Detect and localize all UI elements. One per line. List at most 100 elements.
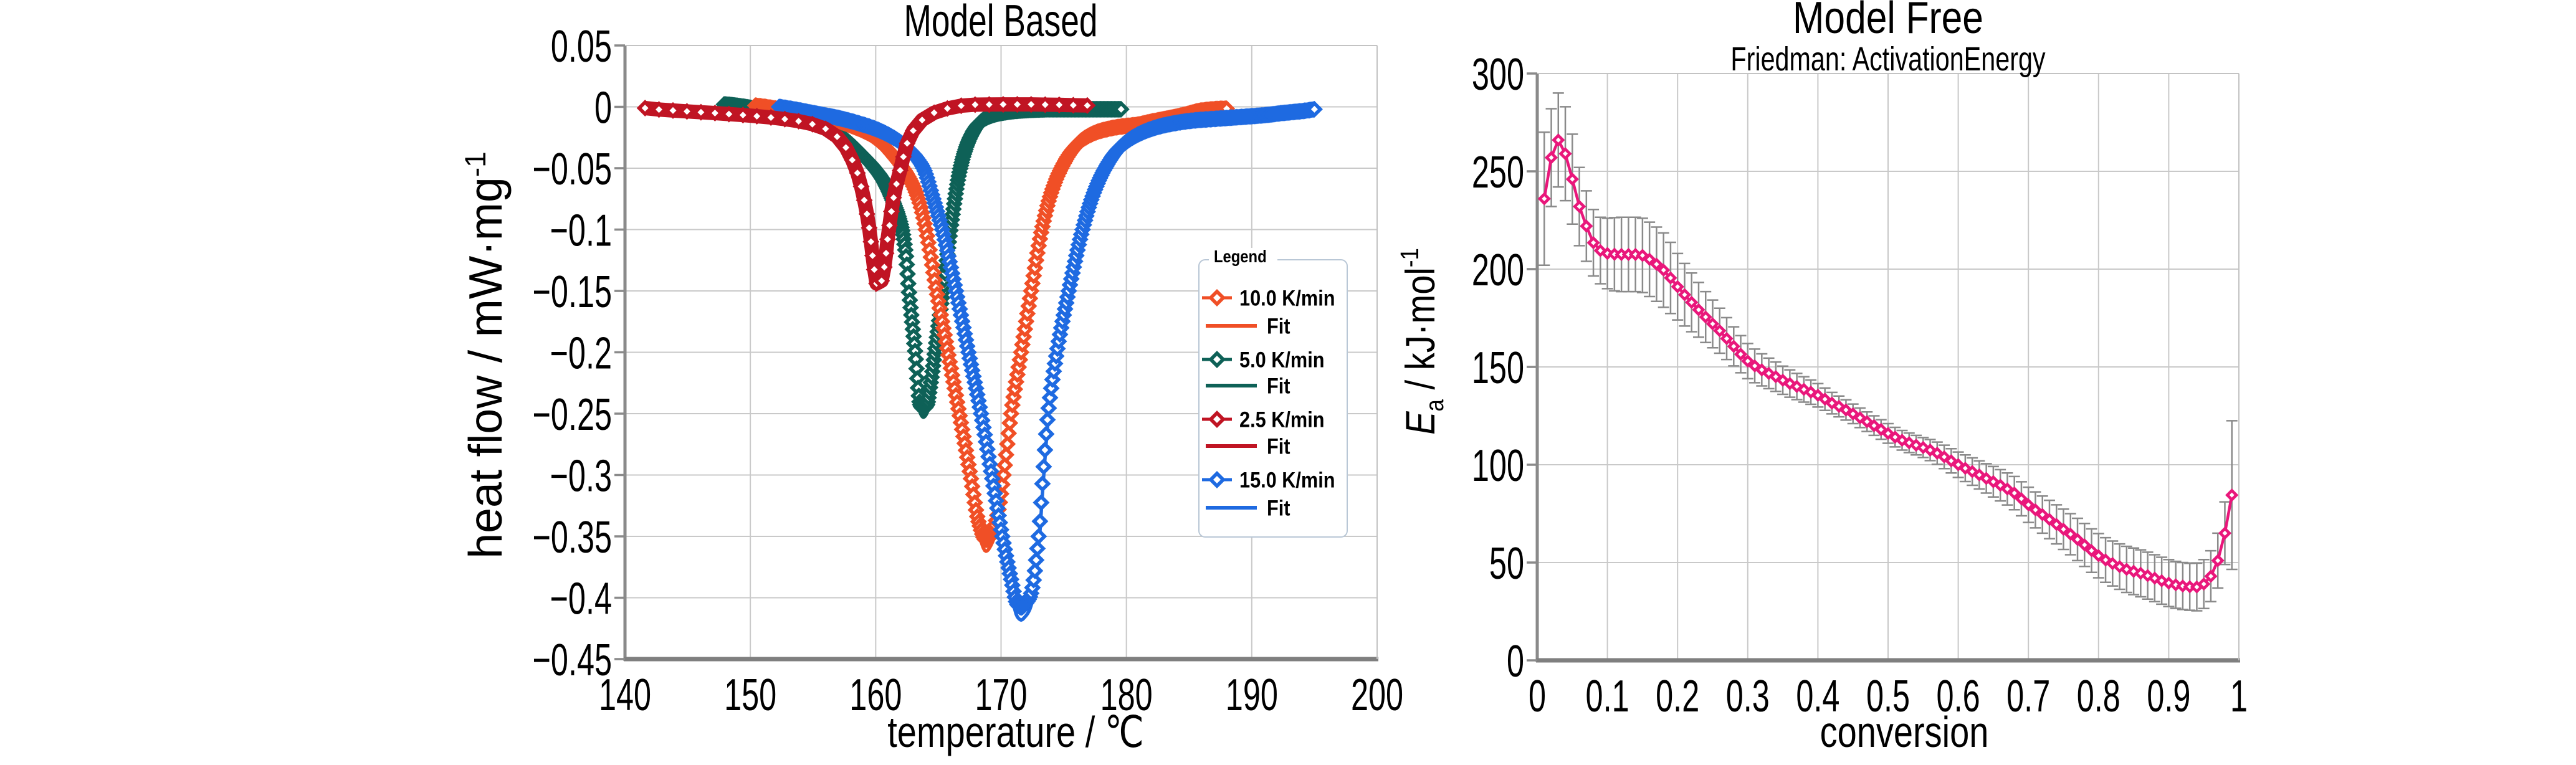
model-based-y-tick-label: −0.2 [550,329,613,379]
model-based-x-tick-labels: 140 150 160 170 180 190 200 [599,670,1403,720]
marker-diamond [966,96,984,113]
legend-marker [1208,350,1226,369]
model-based-y-tick-label: −0.4 [550,574,613,624]
series-15-0-k-min [770,98,1323,622]
model-based-x-tick-label: 200 [1351,670,1403,720]
marker-diamond [1018,313,1035,330]
marker-diamond [2169,578,2183,592]
marker-diamond [904,122,922,140]
marker-diamond [664,102,682,119]
marker-diamond [2028,503,2043,517]
marker-diamond [1860,415,1874,429]
model-based-y-tick-label: 0.05 [551,22,612,72]
marker-diamond [997,446,1015,463]
model-free-x-axis-label: conversion [1820,708,1989,756]
legend-entry: 2.5 K/min Fit [1202,408,1325,459]
legend-entry: 15.0 K/min Fit [1202,468,1335,521]
marker-diamond [1720,331,1734,346]
marker-diamond [706,104,723,122]
marker-diamond [1713,324,1727,338]
marker-diamond [678,103,695,120]
marker-diamond [1965,465,1979,478]
model-based-x-tick-label: 140 [599,670,651,720]
model-based-y-tick-labels: 0.05 0 −0.05 −0.1 −0.15 −0.2 −0.25 −0.3 −0.35 −0.… [533,22,613,685]
legend-title-backdrop [1209,248,1277,270]
marker-diamond [1064,97,1082,114]
marker-diamond [1649,257,1664,271]
marker-diamond [1699,310,1712,324]
marker-diamond [925,104,943,121]
marker-diamond [790,112,808,130]
model-based-x-tick-label: 150 [724,670,776,720]
marker-diamond [1030,528,1047,545]
model-based-x-tick-label: 160 [849,670,902,720]
legend-series-label: 15.0 K/min [1239,468,1335,493]
marker-diamond [1051,96,1068,113]
marker-diamond [844,151,861,169]
marker-diamond [817,120,834,138]
model-based-y-tick-label: 0 [594,83,612,133]
marker-diamond [1544,151,1558,164]
marker-diamond [1972,468,1987,482]
series-2-5-k-min [636,96,1096,292]
marker-diamond [888,175,905,192]
marker-diamond [858,205,875,223]
model-free-y-tick-label: 250 [1472,148,1524,197]
marker-diamond [1029,539,1046,558]
marker-diamond [1804,385,1818,399]
marker-diamond [995,96,1012,113]
marker-diamond [2204,569,2218,583]
model-based-y-tick-label: −0.15 [533,267,613,317]
model-free-x-tick-label: 0.5 [1866,672,1910,721]
marker-diamond [952,97,970,115]
marker-diamond [1035,458,1052,475]
model-based-y-tick-label: −0.05 [533,145,613,194]
marker-diamond [2077,538,2091,552]
model-free-y-tick-label: 50 [1489,539,1524,589]
marker-diamond [1951,458,1965,472]
marker-diamond [776,110,794,128]
marker-diamond [1008,96,1026,113]
marker-diamond [1112,100,1130,118]
model-based-y-tick-label: −0.1 [550,206,613,256]
marker-diamond [899,135,916,152]
marker-diamond [1825,396,1839,410]
marker-diamond [1832,399,1846,414]
marker-diamond [1039,411,1056,429]
marker-diamond [762,109,780,126]
model-free-x-tick-label: 0 [1529,672,1546,721]
marker-diamond [1874,422,1888,437]
model-based-y-tick-label: −0.35 [533,513,613,563]
markers [1537,133,2239,594]
marker-diamond [877,244,895,262]
marker-diamond [2021,498,2035,512]
marker-diamond [1036,96,1054,113]
marker-diamond [2008,486,2021,500]
legend-series-label: 5.0 K/min [1239,348,1325,373]
model-free-y-tick-label: 0 [1507,637,1524,687]
model-based-y-tick-label: −0.3 [550,452,613,501]
model-free-x-tick-label: 0.4 [1796,672,1839,721]
marker-diamond [852,178,870,195]
marker-diamond [1552,133,1565,147]
model-free-subtitle: Friedman: ActivationEnergy [1730,40,2045,78]
marker-diamond [1818,392,1832,406]
marker-diamond [2162,576,2176,590]
model-free-y-axis-label: Ea / kJ·mol-1 [1395,248,1449,435]
marker-diamond [1839,403,1853,417]
marker-diamond [1572,199,1586,214]
marker-diamond [1671,280,1684,293]
marker-diamond [882,202,900,221]
marker-diamond [2015,492,2028,506]
marker-diamond [880,217,899,234]
marker-diamond [1741,354,1755,368]
marker-diamond [2148,571,2162,585]
markers [636,96,1096,292]
marker-diamond [2225,488,2239,502]
marker-diamond [2064,527,2077,541]
marker-diamond [999,435,1016,453]
marker-diamond [748,107,766,125]
model-free-y-tick-label: 100 [1472,441,1524,491]
marker-diamond [2218,526,2232,540]
